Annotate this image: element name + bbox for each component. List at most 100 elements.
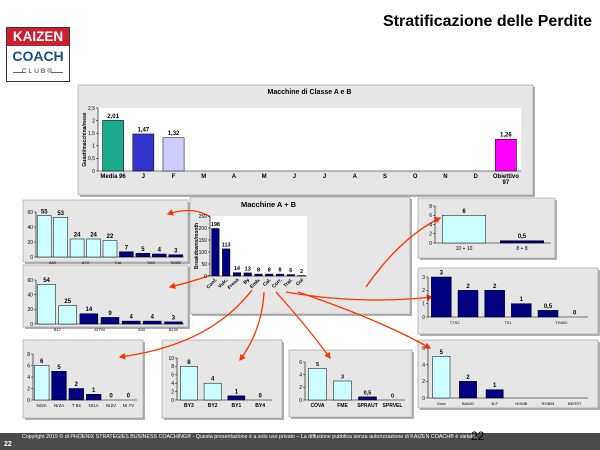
l1-bar bbox=[102, 240, 118, 258]
l1-y-tick-label: 60 bbox=[27, 210, 33, 216]
top-category-label: Obiettivo bbox=[493, 174, 519, 180]
b3-data-label: 5 bbox=[316, 362, 319, 368]
l2-chart: 0 20 40 60 54 B42 25 14 ATFM 9 4 B30 4 3 B130 bbox=[27, 278, 184, 332]
b1-chart: 0 2 4 6 8 6 Nr2A 5 Nr2A 2 T 84 1 Nr1A 0 Nr2V 0 Nr 7V bbox=[27, 352, 137, 408]
l1-chart: 0 20 40 60 55 A60 53 24 A70 24 22 Car 7 5 SAS 4 3 SM80 bbox=[27, 209, 184, 265]
l1-bar bbox=[152, 253, 167, 258]
r1-category-label: 8 + 8 bbox=[516, 246, 527, 252]
b1-data-label: 5 bbox=[57, 365, 61, 371]
arrow-trat-to-10plus10 bbox=[365, 217, 442, 288]
l2-bar bbox=[37, 284, 56, 325]
r3-category-label: BAWO bbox=[462, 401, 474, 406]
top-data-label: 2,01 bbox=[107, 114, 119, 120]
r2-bar bbox=[511, 303, 532, 318]
b2-category-label: BY4 bbox=[255, 403, 265, 409]
b1-y-tick-label: 4 bbox=[27, 375, 30, 381]
top-category-label: J bbox=[293, 174, 296, 180]
l2-data-label: 4 bbox=[129, 315, 133, 321]
center-y-axis-label: Breakdowns/month bbox=[194, 223, 200, 269]
r1-y-tick-label: 4 bbox=[429, 222, 432, 228]
b2-y-tick-label: 4 bbox=[171, 381, 174, 387]
l1-data-label: 7 bbox=[125, 245, 129, 251]
top-bar bbox=[132, 133, 155, 172]
b2-bar bbox=[203, 382, 222, 401]
r3-category-label: B-F bbox=[491, 401, 498, 406]
center-category-label: Cal. bbox=[262, 277, 273, 288]
slide-number: 22 bbox=[4, 441, 12, 448]
top-category-label: O bbox=[413, 174, 418, 180]
l2-category-label: B42 bbox=[54, 327, 62, 332]
b1-data-label: 6 bbox=[40, 359, 44, 365]
r3-category-label: BERST bbox=[568, 401, 582, 406]
l2-category-label: ATFM bbox=[94, 327, 105, 332]
l1-data-label: 55 bbox=[41, 209, 48, 215]
l1-category-label: A70 bbox=[82, 260, 90, 265]
l2-data-label: 3 bbox=[172, 315, 176, 321]
b3-bar bbox=[333, 380, 352, 401]
top-category-label: J bbox=[323, 174, 326, 180]
top-category-label: M bbox=[201, 174, 206, 180]
b1-y-tick-label: 6 bbox=[27, 363, 30, 369]
b1-y-tick-label: 2 bbox=[27, 386, 30, 392]
l1-data-label: 3 bbox=[174, 248, 178, 254]
l2-y-tick-label: 60 bbox=[27, 278, 33, 284]
center-bar bbox=[243, 272, 252, 277]
b2-y-tick-label: 8 bbox=[171, 364, 174, 370]
b3-y-tick-label: 2 bbox=[299, 385, 302, 391]
b3-y-tick-label: 4 bbox=[299, 372, 302, 378]
b1-data-label: 2 bbox=[75, 382, 79, 388]
top-plot-area bbox=[98, 108, 521, 171]
b2-chart: 0 2 4 6 8 10 8 BY3 4 BY2 1 BY1 0 BY4 bbox=[168, 356, 272, 409]
center-data-label: 113 bbox=[222, 242, 231, 248]
l2-bar bbox=[100, 317, 120, 325]
r3-bar bbox=[459, 381, 477, 399]
r3-chart: 0 2 4 6 5 Xxxx 2 BAWO 1 B-F HOMB ROBIN BERST bbox=[422, 346, 588, 406]
center-data-label: 2 bbox=[300, 269, 303, 275]
arrow-fresa-to-nr2a bbox=[118, 289, 253, 360]
r3-bar bbox=[485, 389, 504, 399]
b3-category-label: COVA bbox=[310, 403, 324, 409]
b1-bar bbox=[34, 365, 50, 401]
l2-category-label: B130 bbox=[169, 327, 179, 332]
r1-category-label: 10 + 10 bbox=[456, 246, 473, 252]
l2-data-label: 4 bbox=[151, 315, 155, 321]
logo-line-coach: COACH bbox=[12, 48, 64, 64]
r2-chart: 0 1 2 3 3 TTS2 2 2 TS1 1 0,5 TG600 0 bbox=[422, 271, 588, 325]
r2-y-tick-label: 2 bbox=[422, 288, 425, 294]
top-category-label-line2: 97 bbox=[503, 180, 510, 186]
r1-bar bbox=[500, 240, 544, 244]
b3-bar bbox=[308, 368, 327, 401]
b3-category-label: SPRAUT bbox=[357, 403, 378, 409]
top-bar bbox=[162, 137, 185, 172]
r2-y-tick-label: 3 bbox=[422, 275, 425, 281]
r3-bar bbox=[432, 356, 451, 399]
r2-bar bbox=[457, 290, 479, 318]
r2-bar bbox=[537, 310, 559, 318]
l2-data-label: 14 bbox=[86, 307, 93, 313]
b3-data-label: 0,5 bbox=[364, 390, 372, 396]
top-data-label: 1,32 bbox=[168, 131, 180, 137]
center-chart-title: Macchine A + B bbox=[241, 200, 297, 209]
center-data-label: 6 bbox=[289, 268, 292, 274]
l1-y-tick-label: 40 bbox=[27, 225, 33, 231]
r1-data-label: 0,5 bbox=[518, 234, 527, 240]
center-data-label: 13 bbox=[245, 266, 251, 272]
r2-category-label: TG600 bbox=[555, 320, 568, 325]
center-y-tick-label: 250 bbox=[199, 214, 208, 220]
top-category-label: A bbox=[232, 174, 237, 180]
b1-data-label: 0 bbox=[109, 394, 113, 400]
b1-category-label: Nr2V bbox=[106, 403, 116, 408]
r1-y-tick-label: 8 bbox=[429, 204, 432, 210]
l1-bar bbox=[168, 254, 184, 258]
center-y-tick-label: 150 bbox=[199, 238, 208, 244]
center-bar bbox=[254, 273, 263, 277]
top-category-label: S bbox=[383, 174, 387, 180]
b3-y-tick-label: 6 bbox=[299, 360, 302, 366]
b2-category-label: BY3 bbox=[184, 403, 194, 409]
page-title: Stratificazione delle Perdite bbox=[383, 13, 592, 30]
r2-y-tick-label: 0 bbox=[422, 315, 425, 321]
l1-bar bbox=[53, 217, 68, 258]
top-category-label: A bbox=[353, 174, 358, 180]
top-chart: Macchine di Classe A e B Guasti/macchina/… bbox=[82, 89, 521, 186]
